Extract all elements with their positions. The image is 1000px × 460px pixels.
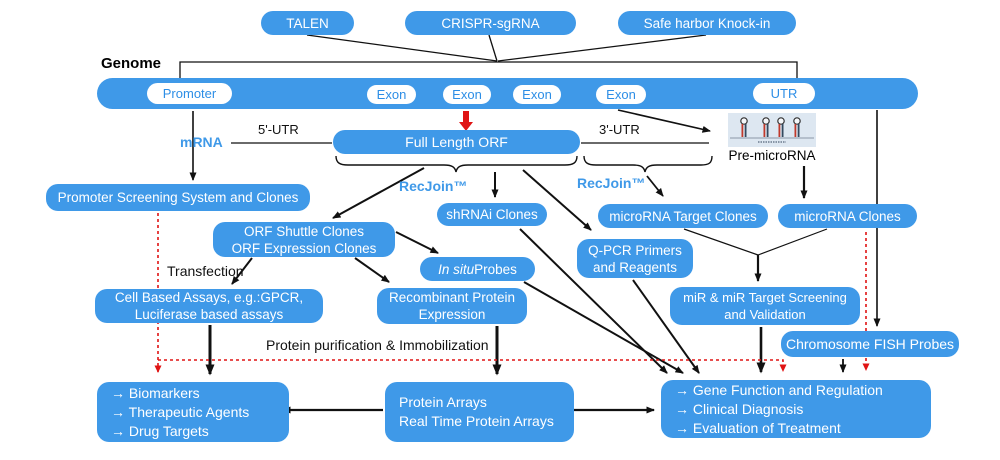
arrow-transfection-to-cellassays — [231, 257, 253, 285]
talen-box: TALEN — [261, 11, 354, 35]
orf-shuttle-line1: ORF Shuttle Clones — [243, 223, 365, 239]
protein-arrays-line2: Real Time Protein Arrays — [399, 413, 554, 429]
pre-microrna-caption: Pre-microRNA — [728, 148, 816, 163]
brace-3utr — [583, 155, 713, 173]
outcomes-line3: → Evaluation of Treatment — [675, 419, 841, 436]
utr-segment: UTR — [753, 83, 815, 104]
mir-screening-line2: and Validation — [724, 307, 806, 322]
red-dashed-screening-to-outcomes — [158, 359, 787, 372]
exon-segment-1: Exon — [367, 85, 416, 104]
edge-mirnaclones-merge — [757, 228, 828, 256]
biomarkers-line1: → Biomarkers — [111, 384, 200, 401]
in-situ-rest: Probes — [474, 261, 517, 277]
qpcr-primers-reagents-box: Q-PCR Primers and Reagents — [577, 239, 693, 278]
arrow-orfshuttle-to-insitu — [395, 231, 439, 254]
hairpin-structures-icon — [728, 113, 816, 147]
crispr-sgrna-box: CRISPR-sgRNA — [405, 11, 576, 35]
protein-arrays-box: Protein Arrays Real Time Protein Arrays — [385, 382, 574, 442]
biomarkers-line3: → Drug Targets — [111, 422, 209, 439]
full-length-orf-box: Full Length ORF — [333, 130, 580, 154]
red-arrow-exon-to-orf-head — [459, 122, 473, 131]
mir-target-screening-box: miR & miR Target Screening and Validatio… — [670, 287, 860, 325]
cell-assays-line1: Cell Based Assays, e.g.:GPCR, — [114, 290, 304, 305]
arrow-brace-to-mirnatarget — [646, 175, 664, 197]
edge-talen-to-genome — [306, 34, 498, 62]
recombinant-line2: Expression — [418, 307, 486, 322]
arrow-qpcr-to-outcomes — [632, 279, 700, 374]
arrow-orfshuttle-to-recombinant — [354, 257, 390, 283]
genome-bracket — [179, 61, 798, 78]
recombinant-protein-expression-box: Recombinant Protein Expression — [377, 288, 527, 324]
promoter-segment: Promoter — [147, 83, 232, 104]
edge-safeharbor-to-genome — [497, 34, 707, 62]
promoter-screening-box: Promoter Screening System and Clones — [46, 184, 310, 211]
arrow-brace-to-qpcr — [522, 169, 592, 231]
orf-shuttle-expression-clones-box: ORF Shuttle Clones ORF Expression Clones — [213, 222, 395, 257]
five-utr-label: 5'-UTR — [258, 122, 299, 137]
genome-label: Genome — [101, 55, 162, 72]
biomarkers-line2: → Therapeutic Agents — [111, 403, 250, 420]
edge-crispr-to-genome — [488, 34, 498, 62]
recjoin-label-right: RecJoin™ — [577, 175, 646, 191]
cell-assays-line2: Luciferase based assays — [134, 307, 284, 322]
in-situ-probes-box: In situ Probes — [420, 257, 535, 281]
recombinant-line1: Recombinant Protein — [388, 290, 516, 305]
arrow-brace-to-orfshuttle — [332, 167, 425, 219]
arrow-insitu-to-outcomes — [523, 281, 684, 374]
qpcr-line2: and Reagents — [592, 259, 678, 275]
protein-purification-label: Protein purification & Immobilization — [266, 337, 489, 353]
qpcr-line1: Q-PCR Primers — [588, 242, 682, 258]
recjoin-label-left: RecJoin™ — [399, 178, 468, 194]
edge-mirnatarget-merge — [683, 228, 759, 256]
transfection-label: Transfection — [167, 263, 244, 279]
pre-microrna-image — [728, 113, 816, 147]
brace-full-orf — [335, 155, 578, 173]
biomarkers-box: → Biomarkers → Therapeutic Agents → Drug… — [97, 382, 289, 442]
safe-harbor-knockin-box: Safe harbor Knock-in — [618, 11, 796, 35]
exon-segment-4: Exon — [596, 85, 646, 104]
three-utr-label: 3'-UTR — [599, 122, 640, 137]
arrow-exon-to-premirna — [617, 109, 711, 133]
in-situ-italic: In situ — [438, 261, 475, 277]
chromosome-fish-probes-box: Chromosome FISH Probes — [781, 331, 959, 357]
microrna-clones-box: microRNA Clones — [778, 204, 917, 228]
outcomes-line2: → Clinical Diagnosis — [675, 400, 804, 417]
exon-segment-3: Exon — [513, 85, 561, 104]
protein-arrays-line1: Protein Arrays — [399, 394, 487, 410]
mir-screening-line1: miR & miR Target Screening — [683, 290, 847, 305]
mrna-label: mRNA — [180, 134, 223, 150]
outcomes-box: → Gene Function and Regulation → Clinica… — [661, 380, 931, 438]
outcomes-line1: → Gene Function and Regulation — [675, 381, 883, 398]
shrnai-clones-box: shRNAi Clones — [437, 203, 547, 226]
microrna-target-clones-box: microRNA Target Clones — [598, 204, 768, 228]
cell-based-assays-box: Cell Based Assays, e.g.:GPCR, Luciferase… — [95, 289, 323, 323]
exon-segment-2: Exon — [443, 85, 491, 104]
orf-shuttle-line2: ORF Expression Clones — [231, 240, 377, 256]
